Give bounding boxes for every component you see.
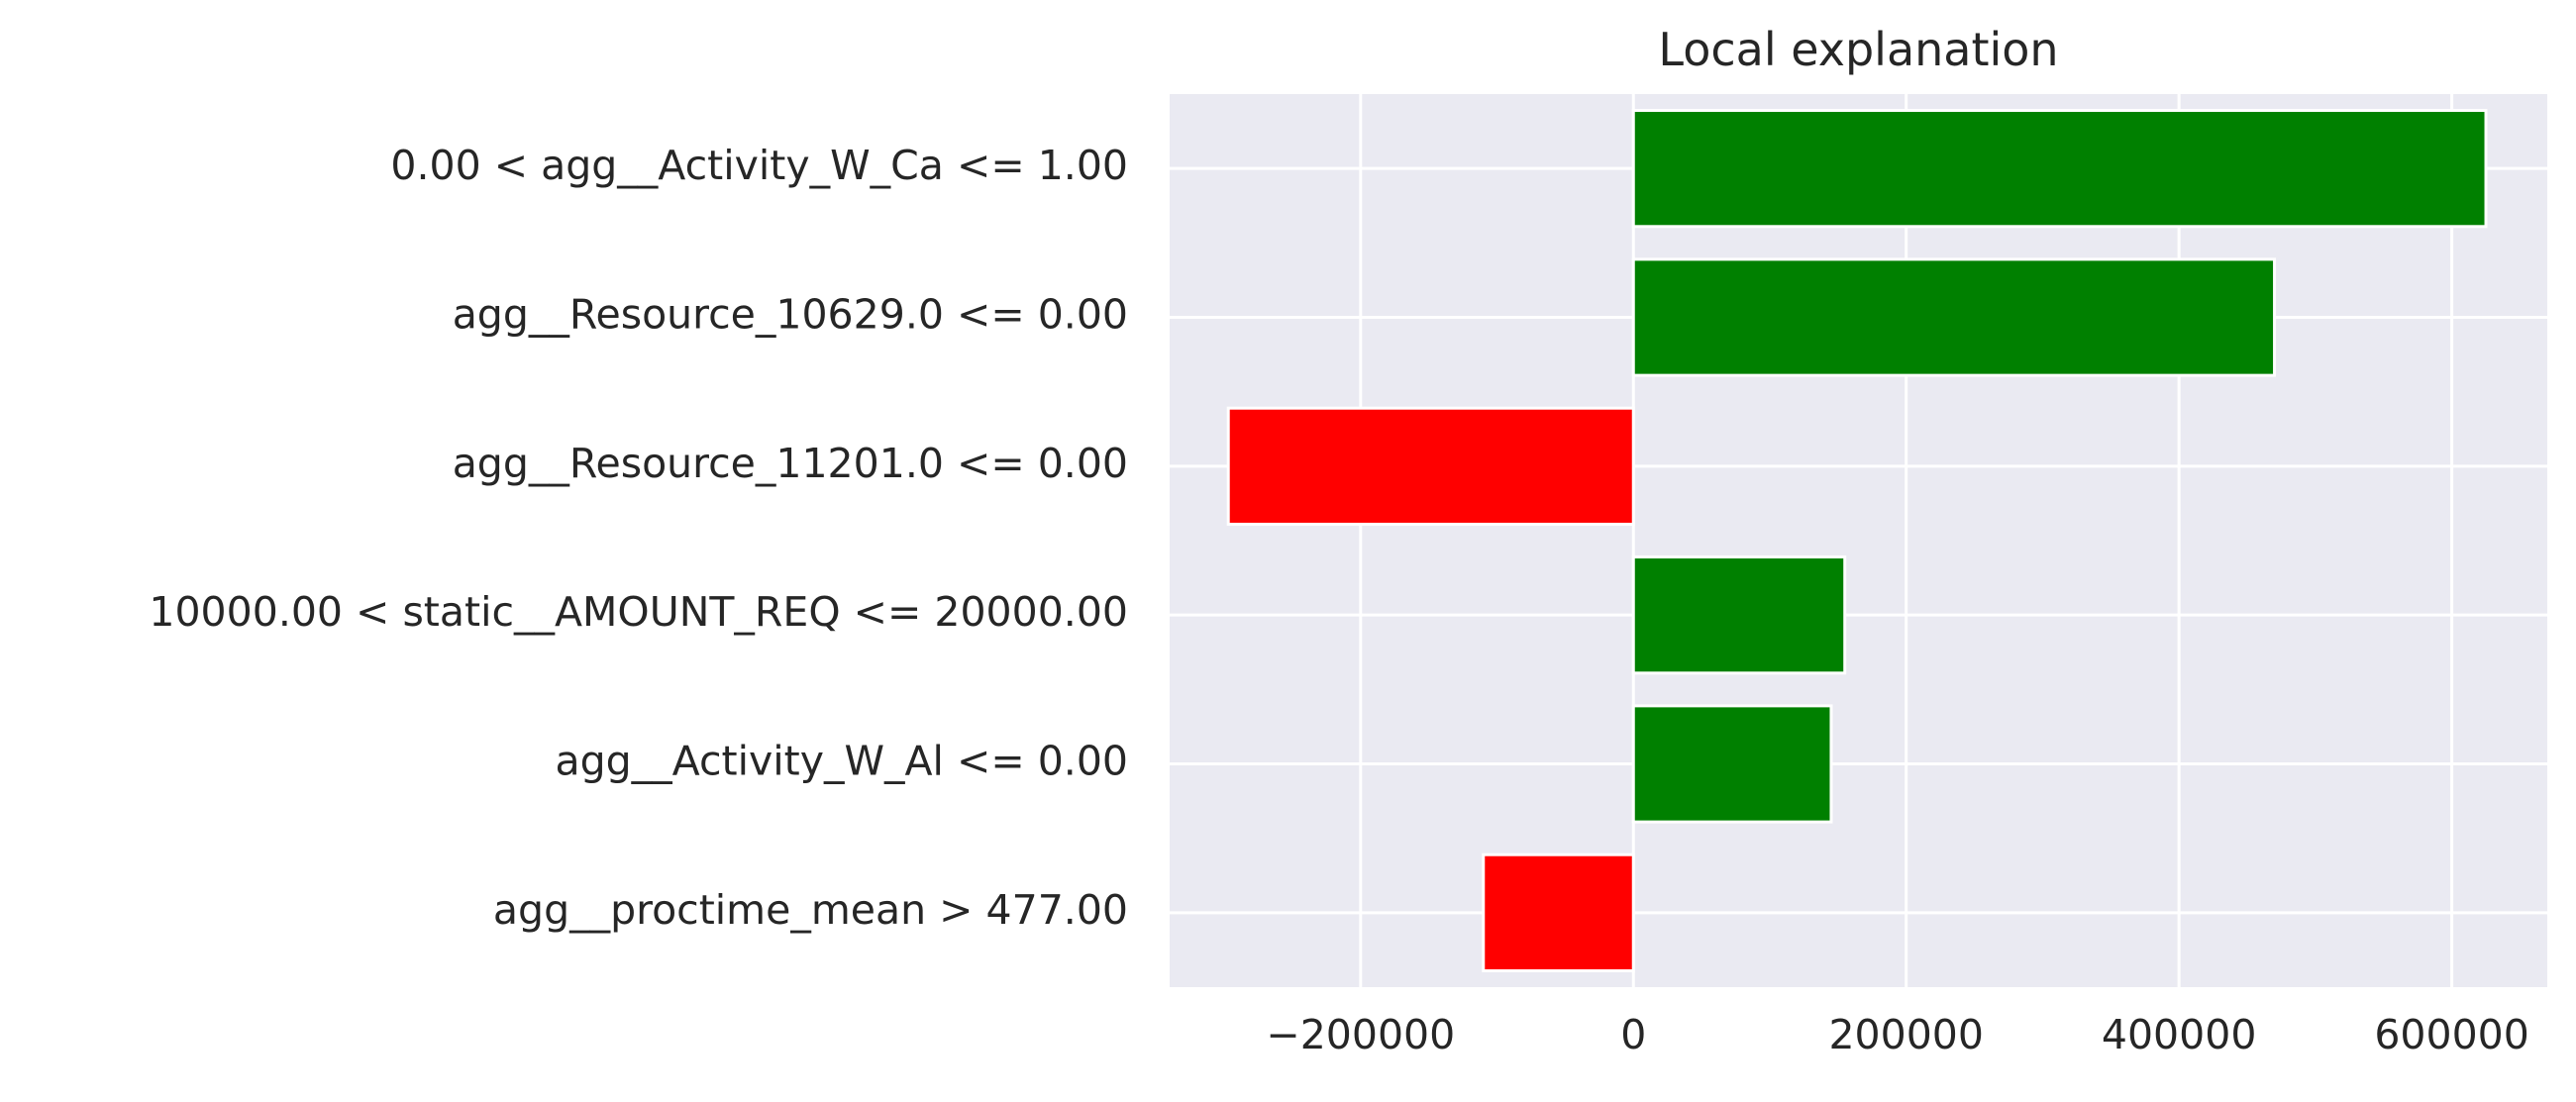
- x-tick-label: 200000: [1828, 1011, 1984, 1058]
- y-tick-label: agg__Activity_W_Al <= 0.00: [555, 738, 1128, 785]
- bars: [1226, 109, 2488, 972]
- x-axis-tick-labels: −200000 0 200000 400000 600000: [1266, 1011, 2528, 1058]
- x-tick-label: −200000: [1266, 1011, 1455, 1058]
- bar: [1631, 555, 1847, 675]
- y-tick-label: agg__Resource_11201.0 <= 0.00: [453, 440, 1128, 487]
- bar: [1631, 704, 1833, 824]
- y-tick-label: agg__proctime_mean > 477.00: [493, 886, 1128, 934]
- bar: [1631, 257, 2277, 377]
- x-tick-label: 600000: [2374, 1011, 2529, 1058]
- y-axis-tick-labels: 0.00 < agg__Activity_W_Ca <= 1.00 agg__Re…: [149, 142, 1128, 934]
- x-tick-label: 0: [1620, 1011, 1646, 1058]
- y-tick-label: agg__Resource_10629.0 <= 0.00: [453, 291, 1128, 339]
- bar: [1226, 406, 1635, 526]
- plot-area: [1170, 94, 2547, 987]
- y-tick-label: 10000.00 < static__AMOUNT_REQ <= 20000.0…: [149, 588, 1128, 636]
- x-tick-label: 400000: [2102, 1011, 2257, 1058]
- y-tick-label: 0.00 < agg__Activity_W_Ca <= 1.00: [390, 142, 1128, 189]
- chart-title: Local explanation: [1658, 23, 2058, 76]
- bar: [1482, 852, 1635, 972]
- bar: [1631, 109, 2488, 229]
